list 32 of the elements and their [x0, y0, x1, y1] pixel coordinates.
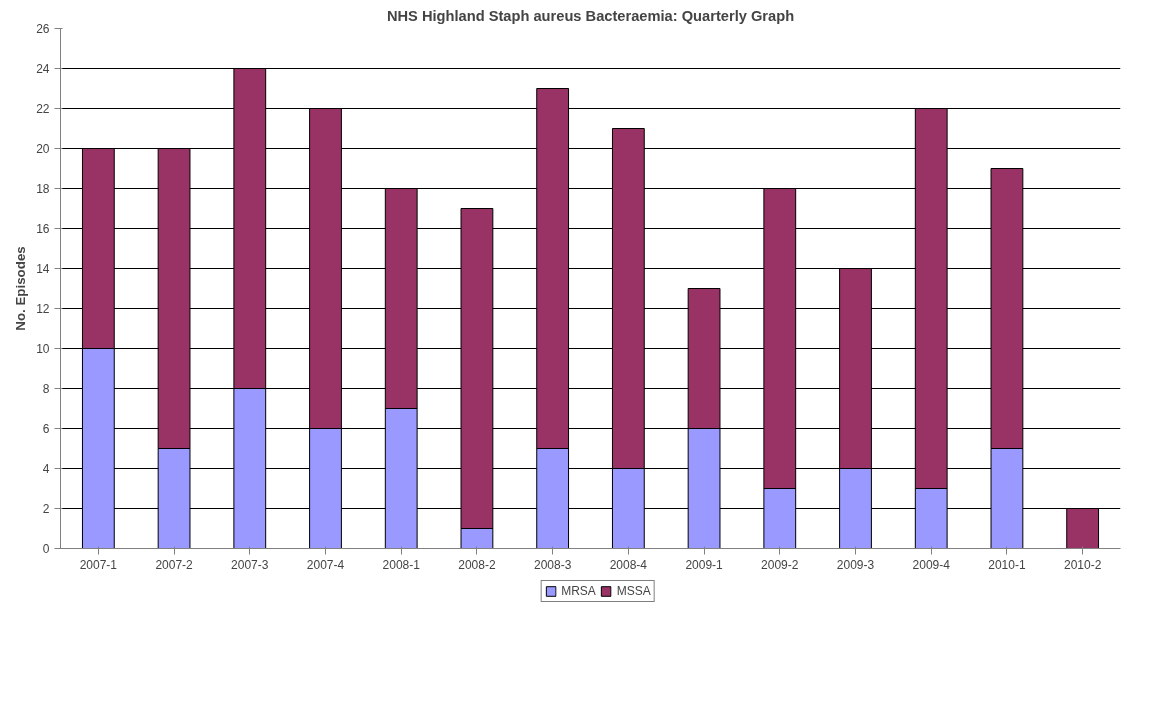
x-tick-label: 2007-1 — [79, 557, 118, 572]
y-tick-label: 22 — [36, 102, 50, 116]
y-tick-label: 2 — [42, 502, 50, 516]
y-tick-label: 26 — [36, 22, 50, 36]
chart-title: NHS Highland Staph aureus Bacteraemia: Quarterly Graph — [386, 7, 795, 24]
y-tick-label: 18 — [36, 182, 50, 196]
x-tick-label: 2008-3 — [533, 557, 572, 572]
x-tick-label: 2007-3 — [231, 557, 269, 572]
y-tick-label: 14 — [36, 262, 50, 276]
x-tick-label: 2008-4 — [609, 557, 648, 572]
y-tick-label: 0 — [42, 542, 50, 556]
x-tick-label: 2008-1 — [382, 557, 421, 572]
x-tick-label: 2010-1 — [988, 557, 1026, 572]
y-tick-label: 20 — [36, 142, 50, 156]
x-tick-label: 2009-3 — [836, 557, 875, 572]
y-tick-label: 6 — [42, 422, 50, 436]
y-tick-label: 4 — [42, 462, 50, 476]
x-tick-label: 2009-2 — [761, 557, 799, 572]
y-tick-label: 16 — [36, 222, 50, 236]
x-tick-label: 2009-4 — [912, 557, 951, 572]
x-tick-label: 2008-2 — [458, 557, 496, 572]
y-tick-label: 8 — [42, 382, 50, 396]
y-tick-label: 10 — [36, 342, 50, 356]
y-axis-title: No. Episodes — [13, 246, 29, 331]
y-tick-label: 12 — [36, 302, 50, 316]
y-tick-label: 24 — [36, 62, 50, 76]
x-tick-label: 2010-2 — [1063, 557, 1102, 572]
legend-label: MRSA — [561, 584, 596, 598]
legend-label: MSSA — [616, 584, 651, 598]
x-tick-label: 2007-4 — [306, 557, 345, 572]
x-tick-label: 2009-1 — [685, 557, 724, 572]
x-tick-label: 2007-2 — [155, 557, 194, 572]
